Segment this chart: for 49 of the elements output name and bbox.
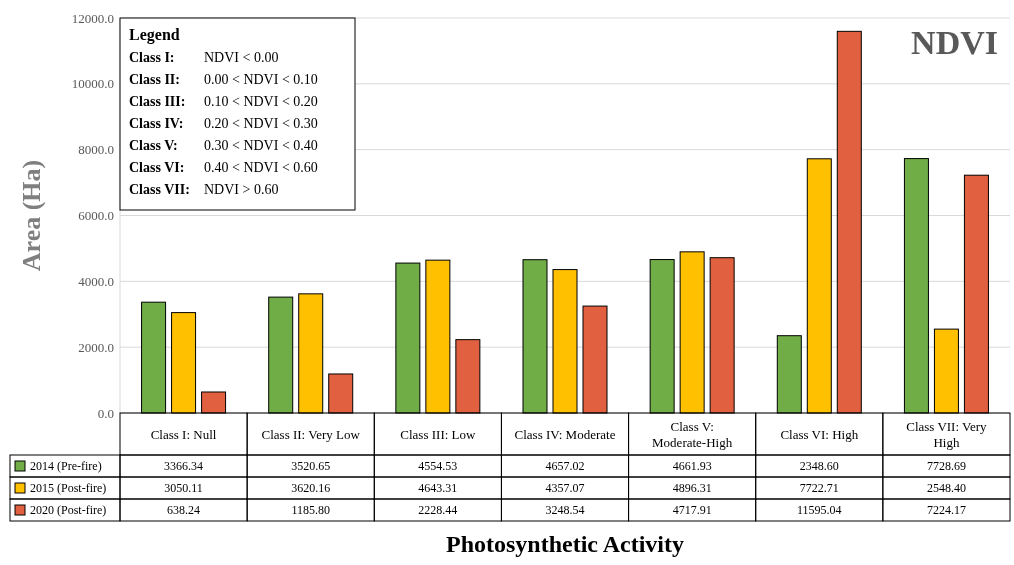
text: Class IV: 0.20 < NDVI < 0.30 [129, 116, 318, 131]
data-label: 3050.11 [164, 481, 203, 496]
data-label: 3520.65 [291, 459, 331, 474]
data-label: 3248.54 [545, 503, 585, 518]
x-tick-label: Class I: Null [150, 426, 217, 442]
text: Class III: 0.10 < NDVI < 0.20 [129, 94, 318, 109]
annotation: Class VII: NDVI > 0.60 [129, 182, 279, 197]
data-label: 4357.07 [545, 481, 585, 496]
data-label: 4661.93 [672, 459, 712, 474]
y-tick-label: 4000.0 [78, 273, 114, 289]
x-tick-label: Class VII: Very High [906, 418, 988, 450]
data-label: 2348.60 [799, 459, 839, 474]
data-label: 7224.17 [926, 503, 966, 518]
x-tick-label: Class III: Low [400, 426, 477, 442]
legend-label: 2014 (Pre-fire) [30, 459, 102, 474]
chart-title: NDVI [911, 24, 998, 61]
data-label: 2548.40 [926, 481, 966, 496]
data-label: 2228.44 [418, 503, 458, 518]
x-tick-label: Class VI: High [780, 426, 859, 442]
y-tick-label: 12000.0 [71, 10, 114, 26]
y-tick-label: 2000.0 [78, 339, 114, 355]
data-label: 1185.80 [291, 503, 330, 518]
data-label: 3620.16 [291, 481, 331, 496]
data-label: 7728.69 [926, 459, 966, 474]
x-tick-label: Class IV: Moderate [514, 426, 616, 442]
y-tick-label: 8000.0 [78, 142, 114, 158]
text: Class II: 0.00 < NDVI < 0.10 [129, 72, 318, 87]
data-label: 11595.04 [797, 503, 842, 518]
text: Class V: 0.30 < NDVI < 0.40 [129, 138, 318, 153]
annotation: Legend [129, 26, 180, 44]
data-label: 4554.53 [418, 459, 458, 474]
text: Class I: NDVI < 0.00 [129, 50, 279, 65]
x-tick-label: Class V: Moderate-High [652, 418, 733, 450]
data-label: 4896.31 [672, 481, 712, 496]
text: Class VI: 0.40 < NDVI < 0.60 [129, 160, 318, 175]
legend-label: 2015 (Post-fire) [30, 481, 107, 496]
y-axis-title: Area (Ha) [17, 159, 46, 272]
y-tick-label: 6000.0 [78, 208, 114, 224]
data-label: 4657.02 [545, 459, 585, 474]
data-label: 4717.91 [672, 503, 712, 518]
data-label: 3366.34 [164, 459, 204, 474]
y-tick-label: 10000.0 [71, 76, 114, 92]
data-label: 4643.31 [418, 481, 458, 496]
x-tick-label: Class II: Very Low [261, 426, 361, 442]
y-tick-label: 0.0 [97, 405, 114, 421]
legend-label: 2020 (Post-fire) [30, 503, 107, 518]
data-label: 7722.71 [799, 481, 839, 496]
data-label: 638.24 [167, 503, 201, 518]
x-axis-title: Photosynthetic Activity [446, 531, 684, 557]
